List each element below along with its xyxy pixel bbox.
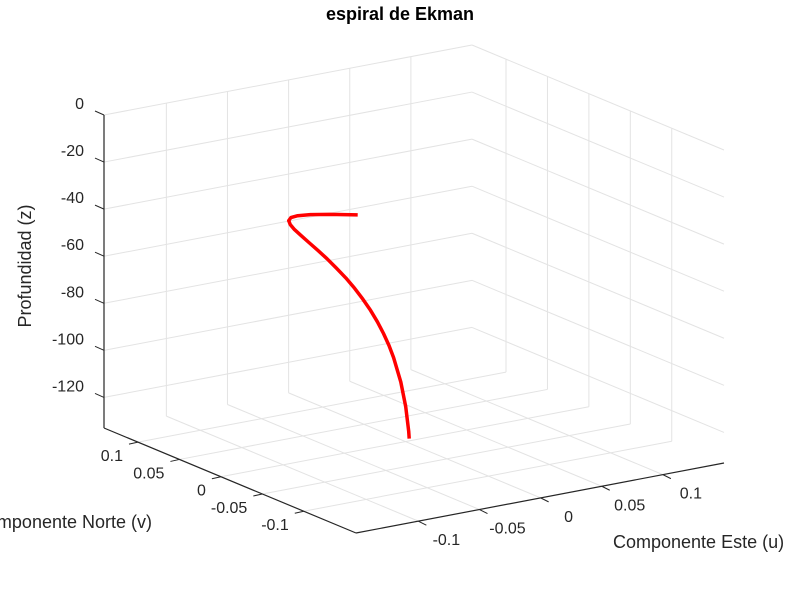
z-tick-label: 0 bbox=[75, 96, 84, 113]
grid-line-y-floor bbox=[303, 440, 672, 512]
y-tick bbox=[128, 441, 139, 445]
x-tick-label: 0.05 bbox=[614, 497, 645, 514]
grid-line-x-floor bbox=[410, 369, 664, 476]
tick-labels: 0 -20 -40 -60 -80 -100 -120 -0.1 -0.05 0 0.05 0.1 -0… bbox=[52, 96, 702, 549]
z-tick bbox=[94, 298, 105, 304]
x-axis-line bbox=[355, 462, 725, 534]
z-tick bbox=[94, 345, 105, 351]
x-tick bbox=[479, 509, 488, 514]
x-tick bbox=[540, 497, 549, 503]
y-axis-label: Componente Norte (v) bbox=[0, 512, 152, 532]
y-tick-label: 0.1 bbox=[101, 448, 123, 465]
y-tick bbox=[294, 510, 304, 514]
grid-line-z-wall-back bbox=[103, 138, 473, 210]
grid-line-x-floor bbox=[288, 392, 541, 499]
grid-line-x-floor bbox=[349, 380, 602, 487]
axes bbox=[94, 110, 725, 534]
grid-line-z-wall-right bbox=[471, 91, 725, 198]
y-tick-label: 0 bbox=[197, 483, 206, 500]
grid-line-y-floor bbox=[179, 388, 548, 460]
z-tick bbox=[94, 157, 105, 163]
y-tick-label: 0.05 bbox=[133, 465, 164, 482]
x-axis-label: Componente Este (u) bbox=[613, 532, 784, 552]
y-tick bbox=[170, 458, 180, 462]
grid-line-z-wall-right bbox=[471, 279, 725, 386]
z-tick-label: -120 bbox=[52, 378, 84, 395]
x-tick-label: 0 bbox=[564, 509, 573, 526]
y-axis-line bbox=[103, 427, 357, 534]
grid-line-z-wall-right bbox=[471, 185, 725, 292]
grid-line-z-wall-back bbox=[103, 279, 473, 351]
z-tick bbox=[94, 251, 105, 257]
y-tick bbox=[253, 493, 263, 497]
x-tick bbox=[601, 485, 610, 491]
z-tick bbox=[94, 204, 105, 210]
z-tick bbox=[94, 110, 105, 116]
z-tick-label: -100 bbox=[52, 331, 84, 348]
y-tick-label: -0.1 bbox=[261, 517, 289, 534]
grid-line-z-wall-back bbox=[103, 91, 473, 163]
z-tick-label: -20 bbox=[61, 143, 84, 160]
ekman-spiral-line bbox=[286, 212, 411, 439]
y-tick-label: -0.05 bbox=[211, 500, 248, 517]
x-tick-label: -0.1 bbox=[433, 532, 461, 549]
grid-line-y-floor bbox=[262, 423, 631, 495]
grid-line-x-floor bbox=[227, 404, 480, 510]
x-tick bbox=[418, 520, 427, 526]
x-tick-label: 0.1 bbox=[680, 486, 702, 503]
grid-line-x-floor bbox=[166, 415, 419, 522]
grid-line-z-wall-right bbox=[471, 326, 725, 433]
x-tick-label: -0.05 bbox=[489, 521, 526, 538]
z-tick bbox=[94, 392, 105, 398]
series bbox=[286, 212, 411, 439]
grid-lines bbox=[103, 44, 725, 522]
z-tick-label: -40 bbox=[61, 190, 84, 207]
grid-line-z-wall-right bbox=[471, 44, 725, 151]
grid-line-y-floor bbox=[220, 406, 589, 478]
x-tick bbox=[662, 474, 672, 480]
z-tick-label: -80 bbox=[61, 284, 84, 301]
grid-line-z-wall-right bbox=[471, 232, 725, 339]
grid-line-z-wall-back bbox=[103, 44, 473, 116]
grid-line-z-wall-back bbox=[103, 232, 473, 304]
grid-line-y-floor bbox=[137, 371, 507, 443]
grid-line-z-wall-right bbox=[471, 138, 725, 245]
z-axis-label: Profundidad (z) bbox=[15, 204, 35, 327]
grid-line-z-wall-back bbox=[103, 326, 473, 398]
z-tick-label: -60 bbox=[61, 237, 84, 254]
y-tick bbox=[211, 476, 221, 480]
chart-title: espiral de Ekman bbox=[326, 4, 474, 24]
